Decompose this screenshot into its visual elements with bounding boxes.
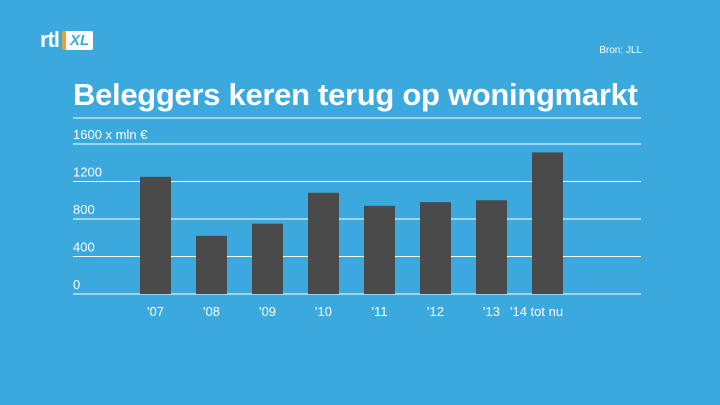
x-tick-label-2: '09 bbox=[259, 304, 276, 319]
y-tick-label-2: 800 bbox=[73, 202, 95, 217]
x-tick-label-6: '13 bbox=[483, 304, 500, 319]
bar-6 bbox=[476, 200, 507, 294]
bar-2 bbox=[252, 223, 283, 294]
bar-0 bbox=[140, 176, 171, 294]
x-tick-label-7: '14 tot nu bbox=[510, 304, 563, 319]
x-tick-label-0: '07 bbox=[147, 304, 164, 319]
bar-7 bbox=[532, 152, 563, 294]
bar-1 bbox=[196, 235, 227, 294]
bar-3 bbox=[308, 192, 339, 294]
y-tick-label-3: 400 bbox=[73, 240, 95, 255]
x-tick-label-4: '11 bbox=[372, 304, 388, 319]
bar-5 bbox=[420, 202, 451, 294]
y-tick-label-1: 1200 bbox=[73, 165, 102, 180]
y-tick-label-4: 0 bbox=[73, 277, 80, 292]
source-label: Bron: JLL bbox=[599, 45, 642, 56]
x-tick-label-5: '12 bbox=[427, 304, 444, 319]
logo-rtl-text: rtl bbox=[40, 27, 60, 52]
x-tick-label-3: '10 bbox=[315, 304, 332, 319]
y-tick-label-0: 1600 x mln € bbox=[73, 127, 148, 142]
logo-xl-text: XL bbox=[62, 30, 94, 50]
x-tick-label-1: '08 bbox=[203, 304, 220, 319]
rtl-xl-logo: rtl XL bbox=[40, 27, 94, 53]
chart-title: Beleggers keren terug op woningmarkt bbox=[73, 77, 638, 112]
bar-4 bbox=[364, 205, 395, 294]
